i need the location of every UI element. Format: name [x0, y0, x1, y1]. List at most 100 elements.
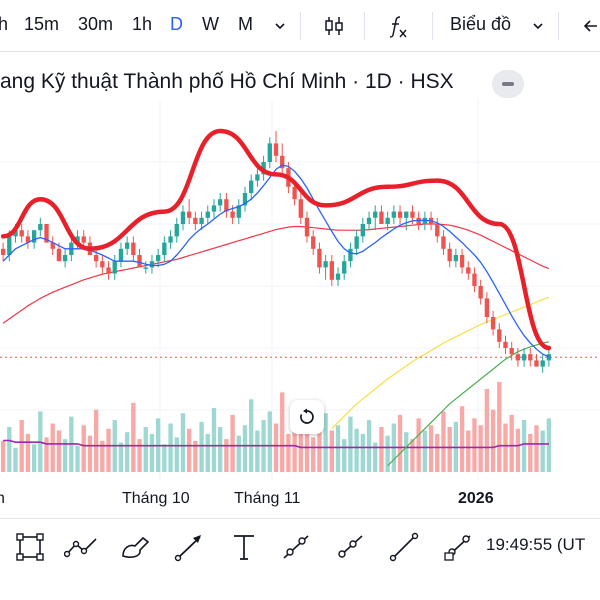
ma-blue-line: [2, 164, 550, 358]
candlestick-icon[interactable]: [318, 10, 350, 42]
arrow-icon[interactable]: [172, 529, 208, 565]
volume-bar: [360, 433, 366, 472]
candle-body: [249, 180, 254, 193]
volume-bar: [503, 423, 508, 472]
candle-body: [391, 211, 397, 218]
candle-body: [366, 217, 372, 224]
trend-line-icon[interactable]: [278, 529, 314, 565]
path-icon[interactable]: [64, 529, 100, 565]
extended-line-icon[interactable]: [440, 529, 476, 565]
reset-chart-button[interactable]: [290, 400, 324, 434]
volume-bar: [31, 444, 37, 472]
volume-bar: [249, 399, 254, 472]
volume-ma-line: [3, 439, 549, 449]
x-tick-label: Tháng 10: [122, 490, 190, 507]
volume-bar: [447, 427, 452, 472]
candle-body: [31, 230, 37, 243]
volume-bar: [224, 439, 229, 472]
volume-bar: [100, 440, 105, 472]
ray-icon[interactable]: [332, 529, 368, 565]
volume-bar: [323, 413, 328, 472]
timeframe-1h[interactable]: 1h: [132, 14, 153, 34]
candle-body: [168, 236, 173, 243]
chevron-down-icon[interactable]: [528, 10, 548, 42]
candle-body: [186, 211, 192, 218]
volume-bar: [366, 420, 372, 472]
volume-bar: [118, 442, 124, 472]
candle-body: [131, 242, 136, 255]
fx-icon[interactable]: [382, 10, 414, 42]
candle-body: [224, 199, 229, 212]
candle-body: [385, 217, 390, 224]
candle-body: [546, 354, 552, 361]
brush-icon[interactable]: [118, 529, 154, 565]
price-chart[interactable]: [0, 100, 600, 480]
rotate-icon: [300, 408, 314, 424]
candle-body: [124, 242, 130, 249]
volume-bar: [397, 414, 403, 472]
x-tick-label: Tháng 11: [234, 490, 301, 507]
volume-bar: [87, 435, 93, 472]
timeframe-30m[interactable]: 30m: [78, 14, 114, 34]
volume-bar: [435, 433, 440, 472]
x-tick-label: h: [0, 490, 5, 507]
volume-bar: [205, 433, 210, 472]
volume-bar: [459, 406, 465, 472]
candle-body: [218, 199, 223, 206]
volume-bar: [13, 447, 18, 472]
chart-type-button[interactable]: Biểu đồ: [450, 14, 512, 34]
candle-body: [255, 174, 260, 181]
arrow-left-icon[interactable]: [580, 10, 600, 42]
candle-body: [236, 205, 241, 218]
volume-bar: [490, 409, 496, 472]
volume-bar: [484, 388, 490, 472]
toolbar-divider: [364, 12, 365, 40]
candle-body: [373, 211, 378, 218]
timeframe-15m[interactable]: 15m: [24, 14, 60, 34]
clock-readout: 19:49:55 (UT: [486, 535, 586, 554]
candle-body: [397, 211, 403, 218]
volume-bar: [143, 427, 148, 472]
timeframe-w[interactable]: W: [202, 14, 219, 34]
candle-body: [7, 236, 12, 255]
timeframe-h[interactable]: h: [0, 14, 9, 34]
ma-green-line: [387, 341, 550, 467]
volume-bar: [62, 439, 68, 472]
candle-body: [329, 261, 334, 280]
volume-bar: [342, 439, 347, 472]
toolbar-divider: [558, 12, 559, 40]
top-toolbar: h 15m 30m 1h D W M Biểu đồ: [0, 0, 600, 52]
volume-bar: [428, 425, 434, 472]
timeframe-m[interactable]: M: [238, 14, 253, 34]
candle-body: [280, 155, 285, 169]
candle-body: [453, 255, 459, 262]
line-icon[interactable]: [386, 529, 422, 565]
volume-bar: [379, 427, 384, 472]
volume-bar: [0, 440, 6, 472]
candle-body: [112, 261, 117, 274]
volume-bar: [236, 435, 241, 472]
candle-body: [56, 248, 62, 262]
candle-body: [180, 211, 186, 224]
candle-body: [447, 248, 452, 262]
candle-body: [509, 348, 514, 355]
collapse-legend-button[interactable]: [492, 70, 524, 98]
candle-body: [497, 329, 502, 342]
candle-body: [205, 211, 210, 218]
volume-bar: [478, 425, 483, 472]
rectangle-icon[interactable]: [12, 529, 48, 565]
text-icon[interactable]: [226, 529, 262, 565]
chart-title: ang Kỹ thuật Thành phố Hồ Chí Minh · 1D …: [0, 70, 454, 93]
volume-bar: [19, 420, 24, 472]
volume-bar: [44, 437, 49, 472]
candle-body: [342, 261, 347, 274]
candle-body: [143, 267, 148, 269]
volume-bar: [7, 427, 12, 472]
timeframe-d[interactable]: D: [170, 14, 183, 34]
volume-bar: [218, 427, 223, 472]
candle-body: [540, 360, 545, 367]
candle-body: [100, 261, 105, 268]
volume-bar: [404, 432, 409, 472]
candle-body: [490, 317, 496, 330]
chevron-down-icon[interactable]: [268, 10, 292, 42]
